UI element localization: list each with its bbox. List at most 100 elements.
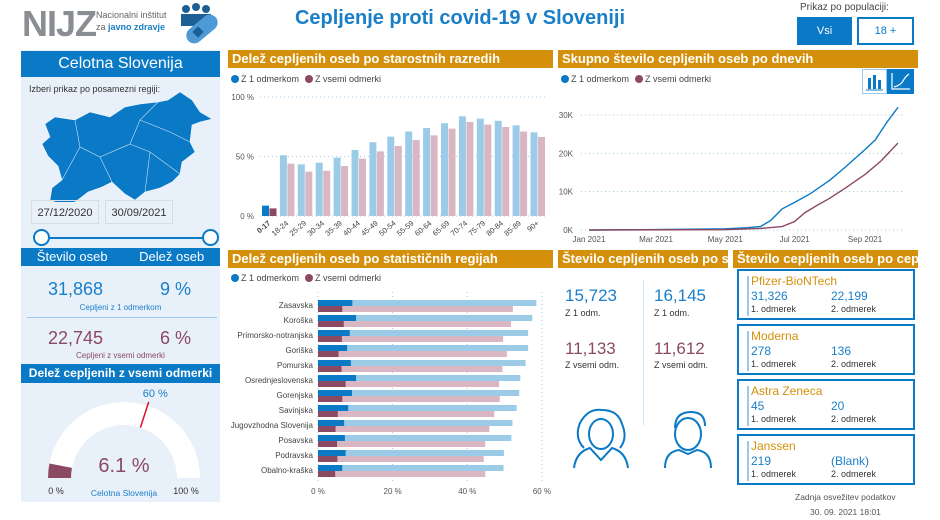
- dose2-label: 2. odmerek: [831, 304, 877, 314]
- age-chart: 0 % 50 % 100 % 0-1718-2425-2930-3435-3940-4…: [231, 93, 548, 238]
- x-tick-label: May 2021: [708, 235, 744, 244]
- refresh-label: Zadnja osvežitev podatkov: [795, 492, 896, 502]
- x-tick-label: 65-69: [431, 219, 451, 238]
- bar-one-dose: [279, 155, 287, 216]
- bar-one-dose: [476, 118, 484, 216]
- legend-one-dose: Z 1 odmerkom: [561, 74, 629, 84]
- col-count-label: Število oseb: [36, 249, 108, 264]
- bar-view-button[interactable]: [862, 69, 887, 94]
- region-bar-all-doses: [318, 426, 490, 432]
- region-label: Primorsko-notranjska: [237, 331, 313, 340]
- x-tick-label: Sep 2021: [848, 235, 883, 244]
- male-all-label: Z vsemi odm.: [654, 360, 709, 370]
- x-tick-label: Mar 2021: [639, 235, 673, 244]
- dose2-count: 22,199: [831, 289, 868, 303]
- region-label: Pomurska: [277, 361, 314, 370]
- x-tick-label: 60 %: [533, 487, 551, 496]
- bar-all-doses: [448, 128, 456, 216]
- y-tick-label: 0 %: [240, 212, 254, 221]
- date-slider-handle-end[interactable]: [202, 229, 219, 246]
- dose2-label: 2. odmerek: [831, 469, 877, 479]
- date-slider-track[interactable]: [42, 237, 210, 239]
- legend-all-doses: Z vsemi odmerki: [635, 74, 711, 84]
- bar-all-doses: [287, 163, 295, 216]
- x-tick-label: 0-17: [255, 219, 272, 236]
- date-slider-handle-start[interactable]: [33, 229, 50, 246]
- y-tick-label: 50 %: [236, 153, 254, 162]
- dose2-count: 20: [831, 399, 845, 413]
- region-label: Zasavska: [279, 301, 314, 310]
- daily-chart-title: Skupno število cepljenih oseb po dnevih: [558, 50, 918, 68]
- x-tick-label: 25-29: [288, 219, 308, 238]
- region-bar-highlight: [318, 450, 346, 456]
- gauge-title: Delež cepljenih z vsemi odmerki: [21, 364, 220, 383]
- bar-all-doses: [323, 170, 331, 216]
- institute-name: Nacionalni inštitut za javno zdravje: [96, 10, 167, 32]
- region-bar-all-doses: [318, 366, 503, 372]
- daily-line-chart: 0K 10K 20K 30K Jan 2021 Mar 2021 May 2021 Jul 2…: [559, 106, 905, 244]
- region-bar-one-dose: [318, 330, 529, 336]
- bar-one-dose: [458, 116, 466, 216]
- gauge-fill: [48, 463, 72, 478]
- region-bar-all-doses: [318, 411, 495, 417]
- x-tick-label: 90+: [525, 218, 541, 233]
- slovenia-map[interactable]: [40, 91, 215, 207]
- region-bar-highlight: [318, 426, 336, 432]
- bar-one-dose: [423, 127, 431, 216]
- pop-button-all[interactable]: Vsi: [797, 17, 852, 45]
- region-label: Podravska: [275, 451, 313, 460]
- x-tick-label: 75-79: [467, 219, 487, 238]
- card-accent: [747, 276, 749, 316]
- region-bar-highlight: [318, 351, 339, 357]
- region-bar-one-dose: [318, 345, 529, 351]
- region-bar-all-doses: [318, 306, 513, 312]
- gauge-value: 6.1 %: [98, 455, 149, 477]
- bar-all-doses: [376, 151, 384, 216]
- region-bar-one-dose: [318, 435, 512, 441]
- nijz-logo: NIJZ: [22, 3, 97, 44]
- region-bar-one-dose: [318, 420, 513, 426]
- y-tick-label: 0K: [563, 226, 573, 235]
- dose2-count: 136: [831, 344, 852, 358]
- region-label: Jugovzhodna Slovenija: [231, 421, 314, 430]
- all-doses-pct: 6 %: [160, 328, 192, 348]
- region-chart-legend: Z 1 odmerkom Z vsemi odmerki: [231, 273, 381, 283]
- y-tick-label: 30K: [559, 111, 574, 120]
- region-bar-all-doses: [318, 471, 486, 477]
- x-tick-label: 40-44: [341, 219, 361, 238]
- bar-one-dose: [369, 142, 377, 216]
- stats-header: Število oseb Delež oseb: [21, 248, 220, 266]
- dose1-count: 219: [751, 454, 772, 468]
- daily-chart-legend: Z 1 odmerkom Z vsemi odmerki: [561, 74, 711, 84]
- gender-title: Število cepljenih oseb po spolu: [558, 250, 756, 268]
- bar-all-doses: [269, 208, 277, 216]
- date-from-field[interactable]: 27/12/2020: [31, 200, 99, 224]
- x-tick-label: 45-49: [359, 219, 379, 238]
- pop-button-18plus[interactable]: 18 +: [857, 17, 914, 45]
- region-bar-all-doses: [318, 441, 486, 447]
- bar-one-dose: [297, 164, 305, 216]
- one-dose-pct: 9 %: [160, 279, 192, 299]
- region-bar-one-dose: [318, 465, 504, 471]
- bar-one-dose: [333, 157, 341, 216]
- female-one-count: 15,723: [565, 286, 617, 305]
- legend-all-doses: Z vsemi odmerki: [305, 74, 381, 84]
- x-tick-label: 85-89: [502, 219, 522, 238]
- bar-all-doses: [484, 124, 492, 216]
- region-bar-one-dose: [318, 375, 521, 381]
- bar-all-doses: [538, 136, 545, 216]
- region-bar-one-dose: [318, 360, 526, 366]
- bar-all-doses: [341, 166, 349, 216]
- date-to-field[interactable]: 30/09/2021: [105, 200, 173, 224]
- region-bar-highlight: [318, 321, 344, 327]
- region-title: Celotna Slovenija: [21, 51, 220, 77]
- line-view-button[interactable]: [887, 69, 914, 94]
- region-bar-all-doses: [318, 336, 504, 342]
- population-label: Prikaz po populaciji:: [800, 2, 889, 13]
- all-doses-label: Cepljeni z vsemi odmerki: [76, 351, 165, 360]
- region-bar-all-doses: [318, 456, 484, 462]
- dose1-count: 278: [751, 344, 772, 358]
- male-icon: [664, 410, 712, 468]
- legend-one-dose: Z 1 odmerkom: [231, 273, 299, 283]
- region-bar-highlight: [318, 465, 343, 471]
